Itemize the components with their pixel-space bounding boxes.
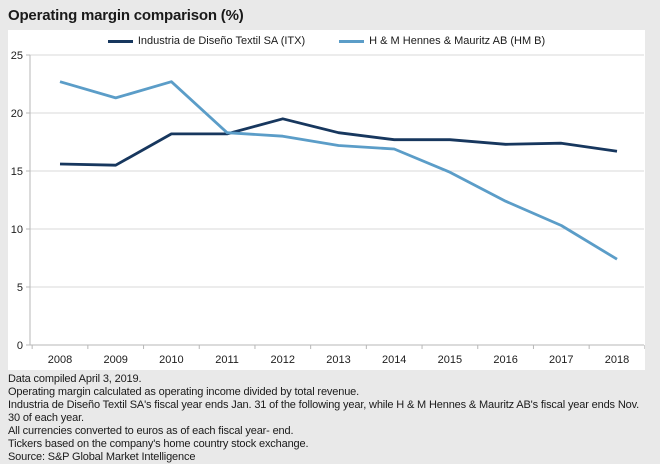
svg-text:5: 5: [17, 282, 23, 294]
svg-text:0: 0: [17, 340, 23, 352]
line-chart: 0 5 10 15 20 25 2008 2009 2010 2011 2012 2013 2014 20…: [11, 50, 645, 366]
chart-legend: Industria de Diseño Textil SA (ITX) H & …: [8, 35, 645, 47]
svg-text:20: 20: [11, 108, 23, 120]
svg-text:10: 10: [11, 224, 23, 236]
svg-text:2015: 2015: [438, 354, 462, 366]
legend-label-hm: H & M Hennes & Mauritz AB (HM B): [369, 35, 546, 47]
svg-text:15: 15: [11, 166, 23, 178]
svg-text:2013: 2013: [326, 354, 350, 366]
page-title: Operating margin comparison (%): [8, 7, 244, 24]
svg-text:2018: 2018: [605, 354, 629, 366]
footer-note-1: Data compiled April 3, 2019.: [8, 373, 142, 385]
svg-text:2011: 2011: [215, 354, 239, 366]
svg-text:2017: 2017: [549, 354, 573, 366]
footer-notes: Data compiled April 3, 2019. Operating m…: [8, 373, 652, 464]
svg-text:2016: 2016: [493, 354, 517, 366]
footer-note-source: Source: S&P Global Market Intelligence: [8, 451, 196, 463]
svg-text:2010: 2010: [159, 354, 183, 366]
footer-note-4: All currencies converted to euros as of …: [8, 425, 294, 437]
legend-swatch-itx-line: [107, 39, 133, 43]
svg-text:2008: 2008: [48, 354, 72, 366]
footer-note-3: Industria de Diseño Textil SA's fiscal y…: [8, 399, 640, 424]
svg-text:2012: 2012: [271, 354, 295, 366]
legend-item-hm: H & M Hennes & Mauritz AB (HM B): [339, 35, 545, 47]
svg-text:25: 25: [11, 50, 23, 62]
footer-note-5: Tickers based on the company's home coun…: [8, 438, 309, 450]
legend-swatch-hm-line: [339, 39, 365, 43]
footer-note-2: Operating margin calculated as operating…: [8, 386, 360, 398]
legend-label-itx: Industria de Diseño Textil SA (ITX): [137, 35, 306, 47]
svg-text:2009: 2009: [103, 354, 127, 366]
legend-item-itx: Industria de Diseño Textil SA (ITX): [107, 35, 306, 47]
chart-panel: Industria de Diseño Textil SA (ITX) H & …: [8, 30, 645, 370]
svg-text:2014: 2014: [382, 354, 406, 366]
